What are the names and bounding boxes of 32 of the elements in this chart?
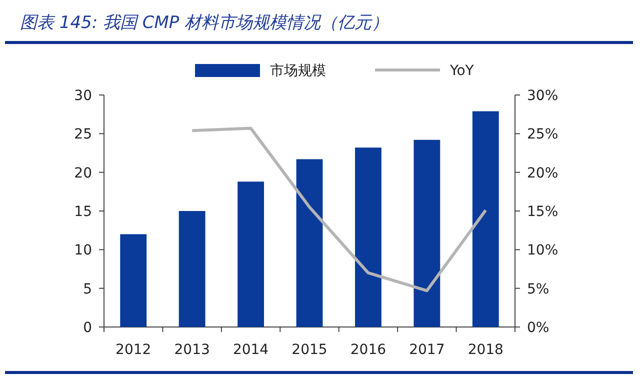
y-tick-label: 15 bbox=[74, 204, 92, 220]
y2-tick-label: 20% bbox=[527, 165, 558, 182]
y-tick-label: 10 bbox=[74, 242, 92, 259]
y-tick-label: 25 bbox=[74, 126, 92, 143]
y2-tick-label: 0% bbox=[527, 320, 550, 336]
y2-tick-label: 25% bbox=[527, 126, 558, 143]
x-tick-label: 2013 bbox=[174, 342, 210, 358]
y2-tick-label: 15% bbox=[527, 204, 558, 220]
bar bbox=[178, 211, 206, 327]
bar bbox=[238, 182, 264, 327]
x-tick-label: 2015 bbox=[292, 342, 328, 358]
chart-title: 图表 145: 我国 CMP 材料市场规模情况（亿元） bbox=[20, 13, 389, 33]
x-tick-label: 2012 bbox=[116, 342, 152, 358]
legend-label: YoY bbox=[449, 63, 474, 79]
bar bbox=[120, 234, 147, 327]
y-tick-label: 20 bbox=[74, 165, 92, 182]
y2-tick-label: 5% bbox=[527, 281, 550, 298]
y2-tick-label: 10% bbox=[527, 242, 558, 259]
y-tick-label: 30 bbox=[74, 88, 92, 104]
y-tick-label: 5 bbox=[83, 281, 92, 298]
x-tick-label: 2018 bbox=[468, 342, 504, 358]
x-tick-label: 2016 bbox=[350, 342, 386, 358]
y-tick-label: 0 bbox=[83, 320, 92, 336]
bar bbox=[296, 159, 323, 327]
legend-label: 市场规模 bbox=[270, 63, 326, 79]
y2-tick-label: 30% bbox=[527, 88, 558, 104]
bar bbox=[414, 140, 440, 327]
line-series bbox=[190, 126, 488, 292]
x-tick-label: 2017 bbox=[409, 342, 445, 358]
bar bbox=[472, 111, 499, 327]
bar bbox=[355, 148, 382, 327]
x-tick-label: 2014 bbox=[232, 342, 269, 358]
